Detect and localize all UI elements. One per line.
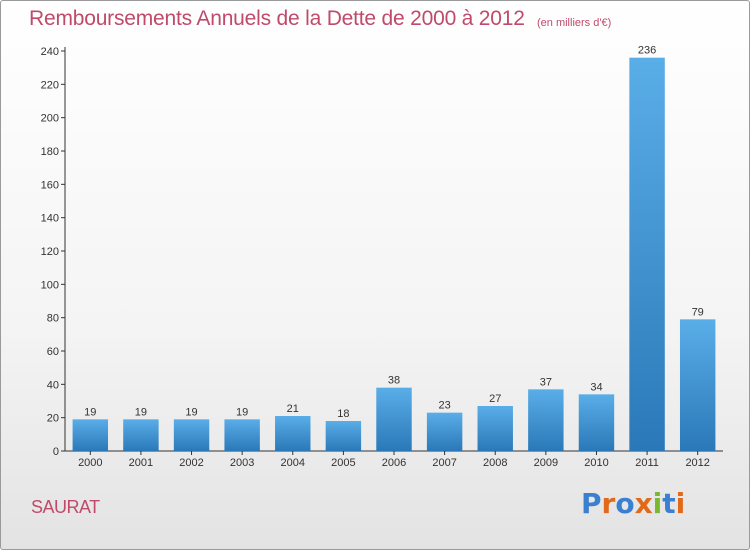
y-tick-label: 200 <box>41 113 59 125</box>
place-name: SAURAT <box>31 497 100 517</box>
y-tick-label: 0 <box>53 446 59 458</box>
x-tick-label: 2002 <box>179 457 203 469</box>
logo-letter: o <box>615 487 635 520</box>
y-tick-label: 60 <box>47 346 59 358</box>
bar <box>528 389 564 451</box>
data-label: 38 <box>388 375 400 387</box>
bar <box>629 57 665 452</box>
y-tick-label: 240 <box>41 46 59 58</box>
unit-note: (en milliers d'€) <box>537 17 612 29</box>
y-tick-label: 40 <box>47 379 59 391</box>
bar <box>376 387 412 451</box>
data-label: 19 <box>185 406 197 418</box>
data-label: 37 <box>540 376 552 388</box>
x-tick-label: 2008 <box>483 457 507 469</box>
bar <box>578 394 615 451</box>
bar <box>325 421 362 451</box>
bar <box>123 419 159 451</box>
bar <box>679 319 716 451</box>
y-tick-label: 180 <box>41 146 59 158</box>
data-label: 19 <box>135 406 147 418</box>
y-tick-label: 80 <box>47 313 59 325</box>
data-label: 21 <box>287 403 299 415</box>
data-label: 236 <box>638 45 656 57</box>
bar <box>477 406 513 451</box>
x-tick-label: 2005 <box>331 457 355 469</box>
data-label: 19 <box>236 406 248 418</box>
x-tick-label: 2004 <box>281 457 305 469</box>
x-tick-label: 2009 <box>534 457 558 469</box>
x-tick-label: 2010 <box>584 457 608 469</box>
y-tick-label: 20 <box>47 413 59 425</box>
logo-letter: i <box>652 487 663 520</box>
data-label: 79 <box>692 306 704 318</box>
y-tick-label: 120 <box>41 246 59 258</box>
x-tick-label: 2000 <box>78 457 102 469</box>
x-tick-label: 2003 <box>230 457 254 469</box>
data-label: 19 <box>84 406 96 418</box>
logo-letter: x <box>634 487 653 520</box>
bar <box>173 419 210 451</box>
x-tick-label: 2007 <box>432 457 456 469</box>
x-tick-label: 2011 <box>635 457 659 469</box>
y-tick-label: 140 <box>41 213 59 225</box>
chart-title: Remboursements Annuels de la Dette de 20… <box>29 7 525 30</box>
bar <box>224 419 260 451</box>
proxiti-logo: Proxiti <box>581 487 685 520</box>
data-label: 27 <box>489 393 501 405</box>
x-tick-label: 2006 <box>382 457 406 469</box>
bar <box>426 412 463 451</box>
y-tick-label: 100 <box>41 279 59 291</box>
logo-letter: i <box>675 487 686 520</box>
x-tick-label: 2012 <box>685 457 709 469</box>
data-label: 34 <box>590 381 602 393</box>
x-tick-label: 2001 <box>129 457 153 469</box>
bar <box>72 419 109 451</box>
y-tick-label: 220 <box>41 79 59 91</box>
data-label: 18 <box>337 408 349 420</box>
data-label: 23 <box>438 400 450 412</box>
logo-letter: P <box>581 487 602 520</box>
y-tick-label: 160 <box>41 179 59 191</box>
logo-letter: r <box>601 487 616 520</box>
bar <box>275 416 311 451</box>
logo-letter: t <box>662 487 676 520</box>
